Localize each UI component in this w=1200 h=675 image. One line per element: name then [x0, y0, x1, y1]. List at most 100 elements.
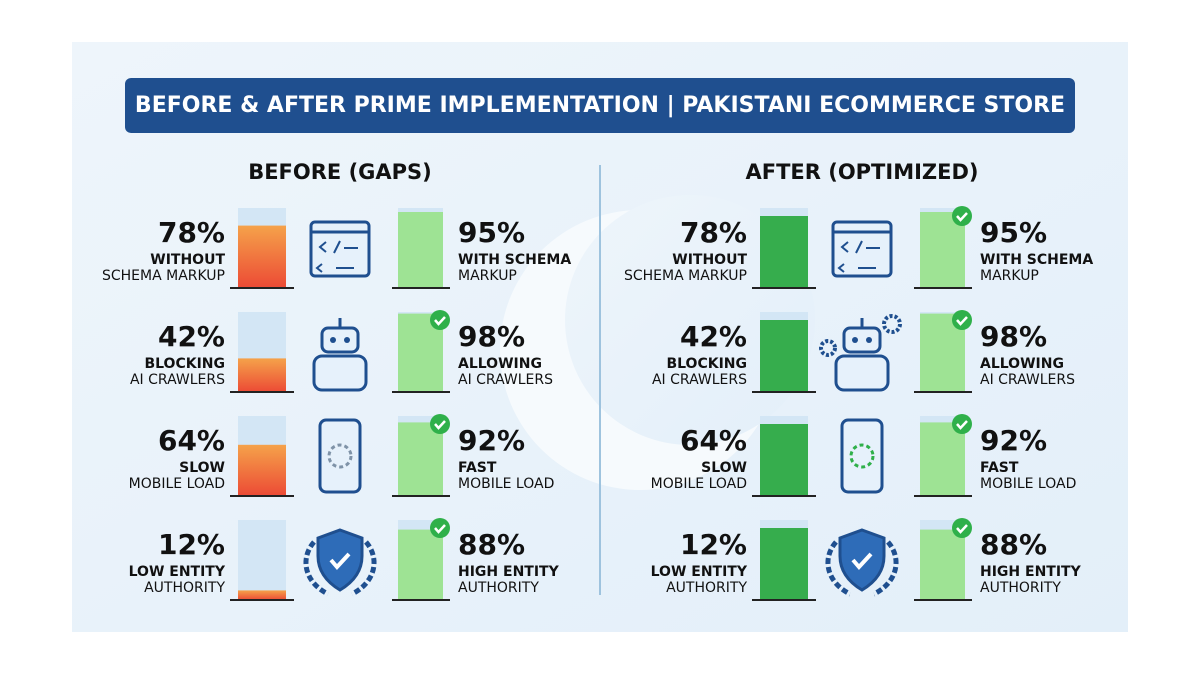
check-mark	[956, 316, 968, 326]
left-label: WITHOUT	[672, 252, 747, 268]
crescent-cut	[565, 195, 815, 445]
left-label: MOBILE LOAD	[129, 476, 225, 492]
right-bar	[920, 529, 965, 600]
check-mark	[956, 420, 968, 430]
left-bar	[238, 225, 286, 288]
right-label: MARKUP	[980, 268, 1039, 284]
left-value: 42%	[680, 320, 747, 353]
left-value: 64%	[158, 424, 225, 457]
check-badge	[952, 518, 972, 538]
right-value: 92%	[980, 424, 1047, 457]
left-value: 12%	[680, 528, 747, 561]
code-icon	[831, 220, 893, 278]
right-bar	[398, 529, 443, 600]
left-bar-optimized	[760, 528, 808, 600]
robot-body	[312, 354, 368, 392]
code-icon-glyph	[315, 240, 358, 273]
left-label: SCHEMA MARKUP	[102, 268, 225, 284]
robot-eye	[344, 337, 350, 343]
check-badge	[430, 310, 450, 330]
left-value: 12%	[158, 528, 225, 561]
right-label: MOBILE LOAD	[458, 476, 554, 492]
left-label: BLOCKING	[144, 356, 225, 372]
title-banner	[125, 78, 1075, 133]
right-label: AUTHORITY	[458, 580, 539, 596]
bar-track	[238, 520, 286, 600]
check-badge	[952, 206, 972, 226]
right-value: 98%	[980, 320, 1047, 353]
left-label: LOW ENTITY	[129, 564, 226, 580]
right-label: FAST	[458, 460, 497, 476]
check-badge	[952, 310, 972, 330]
left-value: 64%	[680, 424, 747, 457]
right-label: WITH SCHEMA	[980, 252, 1093, 268]
right-label: HIGH ENTITY	[458, 564, 560, 580]
left-label: LOW ENTITY	[651, 564, 748, 580]
right-bar	[920, 422, 965, 496]
check-badge	[952, 414, 972, 434]
left-label: BLOCKING	[666, 356, 747, 372]
left-label: SLOW	[179, 460, 225, 476]
panel-heading: BEFORE (GAPS)	[248, 160, 432, 184]
right-value: 98%	[458, 320, 525, 353]
robot-eye	[330, 337, 336, 343]
left-label: SCHEMA MARKUP	[624, 268, 747, 284]
laurel	[825, 540, 899, 597]
gear	[819, 339, 837, 357]
check-mark	[956, 524, 968, 534]
robot-eye	[852, 337, 858, 343]
check-mark	[434, 316, 446, 326]
left-bar-optimized	[760, 216, 808, 288]
right-label: MARKUP	[458, 268, 517, 284]
right-label: MOBILE LOAD	[980, 476, 1076, 492]
robot-head	[842, 326, 882, 354]
right-label: FAST	[980, 460, 1019, 476]
robot-body	[834, 354, 890, 392]
check-badge	[430, 518, 450, 538]
check-mark	[434, 524, 446, 534]
right-value: 92%	[458, 424, 525, 457]
right-label: ALLOWING	[458, 356, 542, 372]
shield-icon	[316, 528, 364, 592]
robot-eye	[866, 337, 872, 343]
right-value: 95%	[980, 216, 1047, 249]
left-value: 78%	[158, 216, 225, 249]
right-value: 95%	[458, 216, 525, 249]
left-bar	[238, 358, 286, 392]
phone-icon	[840, 418, 884, 494]
right-bar	[398, 212, 443, 288]
code-icon-glyph	[837, 240, 880, 273]
left-label: SLOW	[701, 460, 747, 476]
gear	[882, 314, 902, 334]
phone-spinner	[849, 443, 875, 469]
right-label: HIGH ENTITY	[980, 564, 1082, 580]
shield-check	[329, 552, 351, 571]
laurel	[303, 540, 377, 597]
left-label: AUTHORITY	[666, 580, 747, 596]
shield-icon	[838, 528, 886, 592]
right-label: ALLOWING	[980, 356, 1064, 372]
right-label: AI CRAWLERS	[458, 372, 553, 388]
title: BEFORE & AFTER PRIME IMPLEMENTATION | PA…	[135, 93, 1065, 118]
right-label: WITH SCHEMA	[458, 252, 571, 268]
right-value: 88%	[458, 528, 525, 561]
left-bar-optimized	[760, 424, 808, 496]
panel-heading: AFTER (OPTIMIZED)	[745, 160, 978, 184]
check-badge	[430, 414, 450, 434]
left-bar-optimized	[760, 320, 808, 392]
phone-spinner	[327, 443, 353, 469]
left-bar	[238, 590, 286, 600]
left-value: 78%	[680, 216, 747, 249]
right-label: AI CRAWLERS	[980, 372, 1075, 388]
right-label: AUTHORITY	[980, 580, 1061, 596]
left-label: AI CRAWLERS	[652, 372, 747, 388]
shield-check	[851, 552, 873, 571]
right-value: 88%	[980, 528, 1047, 561]
left-label: WITHOUT	[150, 252, 225, 268]
check-mark	[434, 420, 446, 430]
left-bar	[238, 444, 286, 496]
left-label: MOBILE LOAD	[651, 476, 747, 492]
check-mark	[956, 212, 968, 222]
